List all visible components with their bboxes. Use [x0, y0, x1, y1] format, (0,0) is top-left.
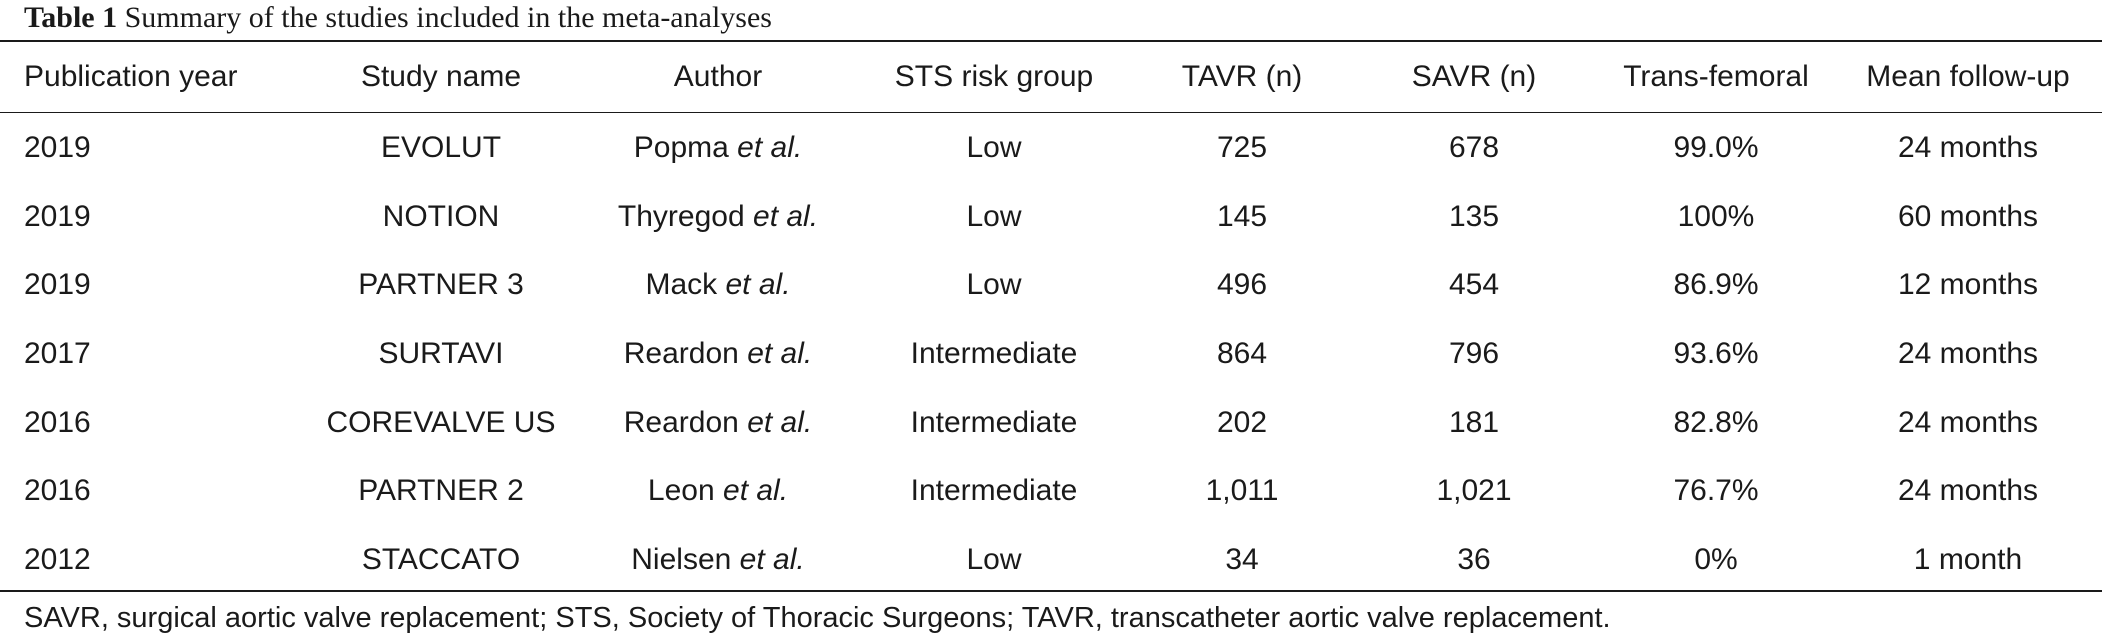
- header-savr-n: SAVR (n): [1411, 60, 1537, 93]
- cell-study-name: PARTNER 2: [358, 474, 524, 508]
- author-et-al: et al.: [753, 199, 819, 233]
- cell-publication-year: 2012: [24, 542, 91, 576]
- cell-study-name: EVOLUT: [380, 131, 502, 165]
- cell-savr-n: 135: [1448, 199, 1500, 233]
- cell-savr-n: 36: [1457, 542, 1491, 576]
- author-surname: Thyregod: [617, 199, 745, 233]
- cell-savr-n: 796: [1448, 337, 1500, 371]
- table-bottom-rule: [0, 590, 2102, 592]
- author-et-al: et al.: [725, 268, 791, 302]
- author-surname: Reardon: [623, 405, 739, 439]
- cell-mean-follow-up: 24 months: [1897, 405, 2039, 439]
- table-row: 2019 PARTNER 3 Mack et al. Low 496 454 86.9% 12…: [0, 251, 2102, 320]
- cell-sts-risk-group: Intermediate: [910, 474, 1078, 508]
- cell-study-name: PARTNER 3: [358, 268, 524, 302]
- cell-trans-femoral: 93.6%: [1673, 337, 1759, 371]
- cell-publication-year: 2016: [24, 474, 91, 508]
- cell-savr-n: 181: [1448, 405, 1500, 439]
- cell-trans-femoral: 76.7%: [1673, 474, 1759, 508]
- cell-author: Nielsen et al.: [582, 526, 854, 595]
- cell-mean-follow-up: 24 months: [1897, 131, 2039, 165]
- cell-savr-n: 454: [1448, 268, 1500, 302]
- cell-trans-femoral: 86.9%: [1673, 268, 1759, 302]
- cell-savr-n: 678: [1448, 131, 1500, 165]
- cell-mean-follow-up: 1 month: [1913, 542, 2023, 576]
- cell-author: Mack et al.: [582, 251, 854, 320]
- cell-mean-follow-up: 12 months: [1897, 268, 2039, 302]
- cell-mean-follow-up: 24 months: [1897, 337, 2039, 371]
- cell-author: Thyregod et al.: [582, 183, 854, 252]
- cell-publication-year: 2019: [24, 268, 91, 302]
- cell-author: Popma et al.: [582, 112, 854, 183]
- table-caption-text: Summary of the studies included in the m…: [124, 1, 772, 34]
- cell-tavr-n: 725: [1216, 131, 1268, 165]
- cell-sts-risk-group: Intermediate: [910, 405, 1078, 439]
- cell-study-name: COREVALVE US: [326, 405, 556, 439]
- table-footnote: SAVR, surgical aortic valve replacement;…: [24, 602, 1611, 634]
- cell-tavr-n: 34: [1225, 542, 1259, 576]
- cell-study-name: SURTAVI: [378, 337, 504, 371]
- studies-table: Publication year Study name Author STS r…: [0, 42, 2102, 594]
- cell-tavr-n: 864: [1216, 337, 1268, 371]
- table-header-rule: [0, 112, 2102, 113]
- cell-author: Leon et al.: [582, 457, 854, 526]
- cell-author: Reardon et al.: [582, 388, 854, 457]
- cell-trans-femoral: 82.8%: [1673, 405, 1759, 439]
- table-row: 2016 COREVALVE US Reardon et al. Intermedia…: [0, 388, 2102, 457]
- header-mean-follow-up: Mean follow-up: [1866, 60, 2070, 93]
- author-et-al: et al.: [739, 542, 805, 576]
- cell-sts-risk-group: Low: [966, 131, 1022, 165]
- cell-tavr-n: 145: [1216, 199, 1268, 233]
- cell-author: Reardon et al.: [582, 320, 854, 389]
- cell-publication-year: 2019: [24, 199, 91, 233]
- author-surname: Mack: [645, 268, 718, 302]
- author-et-al: et al.: [737, 131, 803, 165]
- table-body: 2019 EVOLUT Popma et al. Low 725 678 99.0% 24 m…: [0, 112, 2102, 594]
- table-row: 2017 SURTAVI Reardon et al. Intermediate 864…: [0, 320, 2102, 389]
- table-row: 2019 EVOLUT Popma et al. Low 725 678 99.0% 24 m…: [0, 112, 2102, 183]
- header-sts-risk-group: STS risk group: [894, 60, 1094, 93]
- author-surname: Leon: [647, 474, 715, 508]
- table-header-row: Publication year Study name Author STS r…: [0, 42, 2102, 112]
- cell-study-name: NOTION: [382, 199, 500, 233]
- cell-tavr-n: 496: [1216, 268, 1268, 302]
- header-author: Author: [673, 60, 763, 93]
- table-caption-label: Table 1: [24, 1, 118, 34]
- cell-publication-year: 2017: [24, 337, 91, 371]
- cell-trans-femoral: 0%: [1694, 542, 1738, 576]
- cell-tavr-n: 1,011: [1205, 474, 1279, 508]
- header-study-name: Study name: [360, 60, 522, 93]
- cell-publication-year: 2019: [24, 131, 91, 165]
- header-trans-femoral: Trans-femoral: [1623, 60, 1809, 93]
- table-row: 2019 NOTION Thyregod et al. Low 145 135 100% 60…: [0, 183, 2102, 252]
- table-row: 2016 PARTNER 2 Leon et al. Intermediate 1,01…: [0, 457, 2102, 526]
- cell-mean-follow-up: 60 months: [1897, 199, 2039, 233]
- author-surname: Nielsen: [631, 542, 732, 576]
- table-row: 2012 STACCATO Nielsen et al. Low 34 36 0% 1 mon…: [0, 526, 2102, 595]
- cell-savr-n: 1,021: [1436, 474, 1512, 508]
- cell-trans-femoral: 100%: [1677, 199, 1755, 233]
- header-publication-year: Publication year: [24, 60, 238, 93]
- header-tavr-n: TAVR (n): [1181, 60, 1303, 93]
- cell-sts-risk-group: Intermediate: [910, 337, 1078, 371]
- cell-trans-femoral: 99.0%: [1673, 131, 1759, 165]
- author-et-al: et al.: [723, 474, 789, 508]
- cell-sts-risk-group: Low: [966, 542, 1022, 576]
- table-caption: Table 1 Summary of the studies included …: [24, 0, 772, 36]
- cell-publication-year: 2016: [24, 405, 91, 439]
- table-top-rule: [0, 40, 2102, 42]
- cell-mean-follow-up: 24 months: [1897, 474, 2039, 508]
- author-et-al: et al.: [747, 337, 813, 371]
- cell-study-name: STACCATO: [361, 542, 521, 576]
- cell-sts-risk-group: Low: [966, 199, 1022, 233]
- cell-tavr-n: 202: [1216, 405, 1268, 439]
- cell-sts-risk-group: Low: [966, 268, 1022, 302]
- author-surname: Popma: [633, 131, 729, 165]
- author-surname: Reardon: [623, 337, 739, 371]
- author-et-al: et al.: [747, 405, 813, 439]
